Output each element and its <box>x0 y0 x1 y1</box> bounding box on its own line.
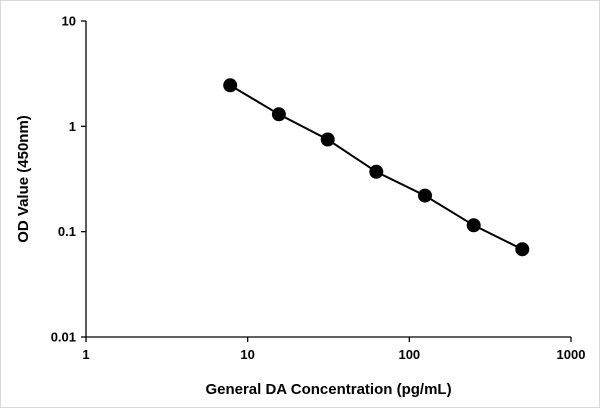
x-tick-label: 1 <box>82 347 89 362</box>
data-point <box>271 107 286 122</box>
x-ticks: 1 10 100 1000 <box>82 337 585 362</box>
series <box>223 78 530 257</box>
data-point <box>369 164 384 179</box>
x-tick-label: 100 <box>398 347 420 362</box>
y-ticks: 0.01 0.1 1 10 <box>51 14 86 345</box>
data-point <box>515 242 530 257</box>
data-point <box>320 132 335 147</box>
x-axis-title: General DA Concentration (pg/mL) <box>205 381 451 398</box>
x-tick-label: 1000 <box>557 347 586 362</box>
y-tick-label: 0.1 <box>58 224 76 239</box>
data-point <box>418 188 432 203</box>
y-tick-label: 1 <box>69 119 76 134</box>
y-tick-label: 10 <box>62 14 76 29</box>
y-axis-title: OD Value (450nm) <box>15 115 32 243</box>
data-point <box>466 218 481 233</box>
axes <box>85 21 571 338</box>
y-tick-label: 0.01 <box>51 330 76 345</box>
data-point <box>223 78 238 93</box>
x-tick-label: 10 <box>240 347 254 362</box>
